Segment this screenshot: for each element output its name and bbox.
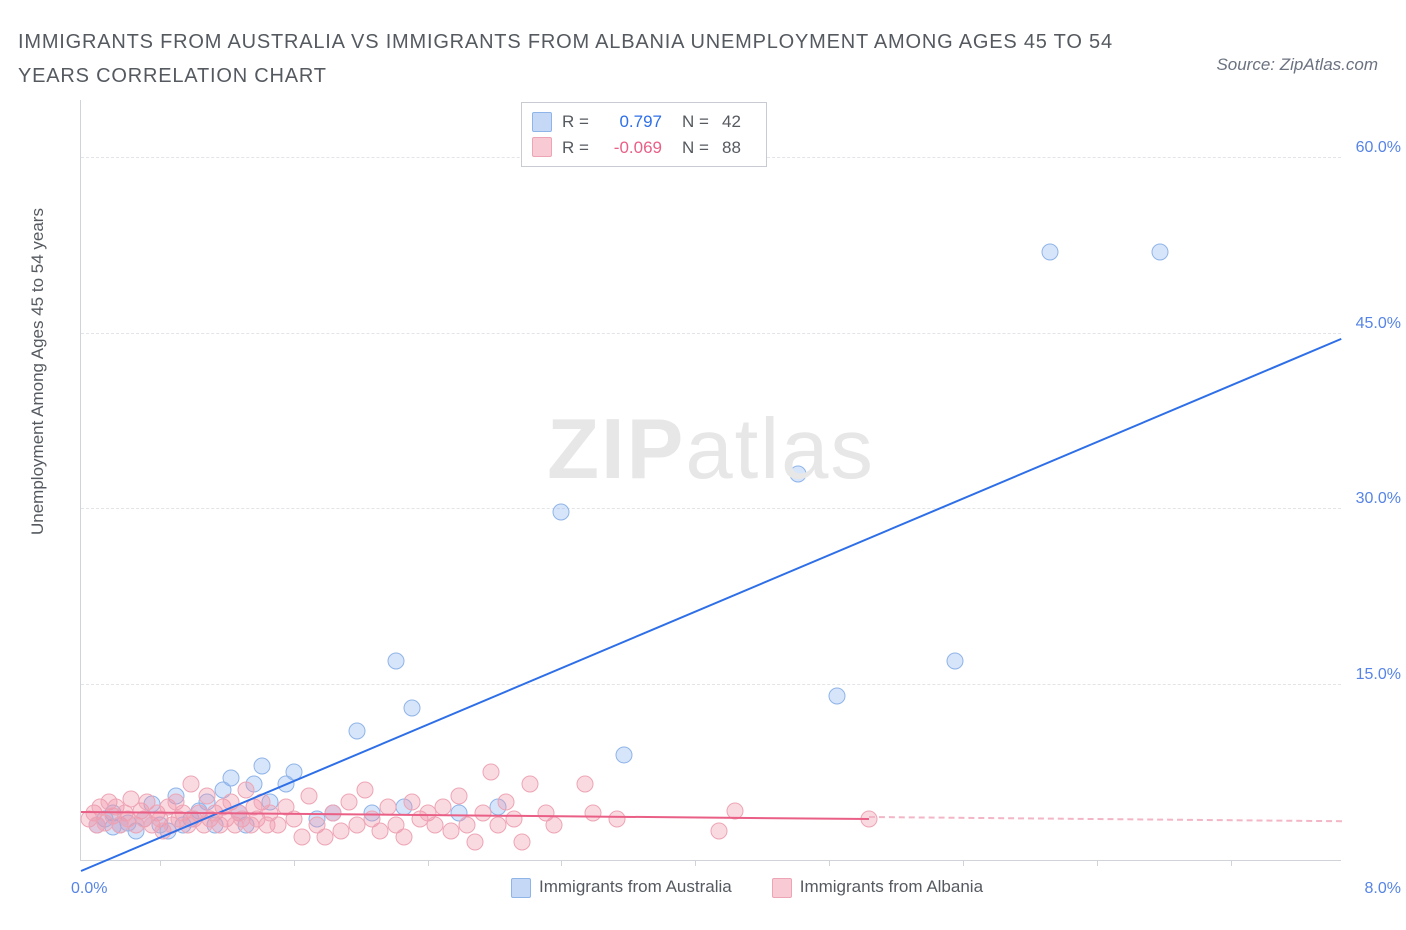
- data-point: [238, 781, 255, 798]
- data-point: [403, 793, 420, 810]
- x-tick: [963, 860, 964, 866]
- data-point: [348, 723, 365, 740]
- data-point: [545, 816, 562, 833]
- data-point: [317, 828, 334, 845]
- data-point: [616, 746, 633, 763]
- legend-swatch-icon: [532, 137, 552, 157]
- data-point: [395, 828, 412, 845]
- data-point: [466, 834, 483, 851]
- plot-area: ZIPatlas R = 0.797 N = 42 R = -0.069 N =…: [80, 100, 1341, 861]
- data-point: [427, 816, 444, 833]
- legend-swatch-icon: [511, 878, 531, 898]
- source-citation: Source: ZipAtlas.com: [1216, 55, 1378, 75]
- data-point: [199, 787, 216, 804]
- data-point: [451, 787, 468, 804]
- data-point: [1041, 244, 1058, 261]
- chart-title: IMMIGRANTS FROM AUSTRALIA VS IMMIGRANTS …: [18, 25, 1168, 93]
- grid-line: [81, 684, 1341, 685]
- legend-stats-row-2: R = -0.069 N = 88: [532, 135, 752, 161]
- data-point: [254, 758, 271, 775]
- data-point: [388, 653, 405, 670]
- data-point: [608, 811, 625, 828]
- data-point: [403, 700, 420, 717]
- legend-stats-row-1: R = 0.797 N = 42: [532, 109, 752, 135]
- x-tick: [1231, 860, 1232, 866]
- data-point: [183, 776, 200, 793]
- data-point: [301, 787, 318, 804]
- data-point: [829, 688, 846, 705]
- y-tick-label: 60.0%: [1346, 139, 1401, 157]
- legend-bottom: Immigrants from Australia Immigrants fro…: [511, 877, 983, 898]
- grid-line: [81, 508, 1341, 509]
- legend-stats-box: R = 0.797 N = 42 R = -0.069 N = 88: [521, 102, 767, 167]
- data-point: [293, 828, 310, 845]
- x-axis-min-label: 0.0%: [71, 880, 107, 898]
- x-tick: [160, 860, 161, 866]
- watermark: ZIPatlas: [547, 401, 875, 499]
- data-point: [710, 822, 727, 839]
- legend-item-label: Immigrants from Albania: [800, 877, 983, 896]
- data-point: [1151, 244, 1168, 261]
- x-tick: [561, 860, 562, 866]
- data-point: [356, 781, 373, 798]
- data-point: [553, 503, 570, 520]
- legend-item: Immigrants from Australia: [511, 877, 732, 898]
- data-point: [577, 776, 594, 793]
- x-tick: [695, 860, 696, 866]
- y-axis-label: Unemployment Among Ages 45 to 54 years: [28, 208, 48, 535]
- data-point: [348, 816, 365, 833]
- data-point: [372, 822, 389, 839]
- r-label: R =: [562, 109, 592, 135]
- y-tick-label: 45.0%: [1346, 315, 1401, 333]
- data-point: [443, 822, 460, 839]
- x-tick: [829, 860, 830, 866]
- grid-line: [81, 333, 1341, 334]
- x-tick: [1097, 860, 1098, 866]
- r-label: R =: [562, 135, 592, 161]
- data-point: [482, 764, 499, 781]
- r-value: -0.069: [602, 135, 662, 161]
- data-point: [474, 805, 491, 822]
- n-label: N =: [682, 135, 712, 161]
- x-tick: [294, 860, 295, 866]
- trend-line: [81, 338, 1342, 872]
- y-tick-label: 30.0%: [1346, 490, 1401, 508]
- data-point: [458, 816, 475, 833]
- legend-item-label: Immigrants from Australia: [539, 877, 732, 896]
- data-point: [340, 793, 357, 810]
- y-tick-label: 15.0%: [1346, 666, 1401, 684]
- chart-container: Unemployment Among Ages 45 to 54 years Z…: [18, 95, 1388, 915]
- n-value: 88: [722, 135, 752, 161]
- data-point: [222, 770, 239, 787]
- legend-item: Immigrants from Albania: [772, 877, 983, 898]
- data-point: [521, 776, 538, 793]
- n-label: N =: [682, 109, 712, 135]
- legend-swatch-icon: [532, 112, 552, 132]
- data-point: [269, 816, 286, 833]
- data-point: [506, 811, 523, 828]
- data-point: [789, 466, 806, 483]
- n-value: 42: [722, 109, 752, 135]
- data-point: [332, 822, 349, 839]
- data-point: [947, 653, 964, 670]
- data-point: [498, 793, 515, 810]
- x-axis-max-label: 8.0%: [1365, 880, 1401, 898]
- x-tick: [428, 860, 429, 866]
- legend-swatch-icon: [772, 878, 792, 898]
- r-value: 0.797: [602, 109, 662, 135]
- trend-line: [868, 816, 1341, 824]
- data-point: [490, 816, 507, 833]
- data-point: [514, 834, 531, 851]
- data-point: [584, 805, 601, 822]
